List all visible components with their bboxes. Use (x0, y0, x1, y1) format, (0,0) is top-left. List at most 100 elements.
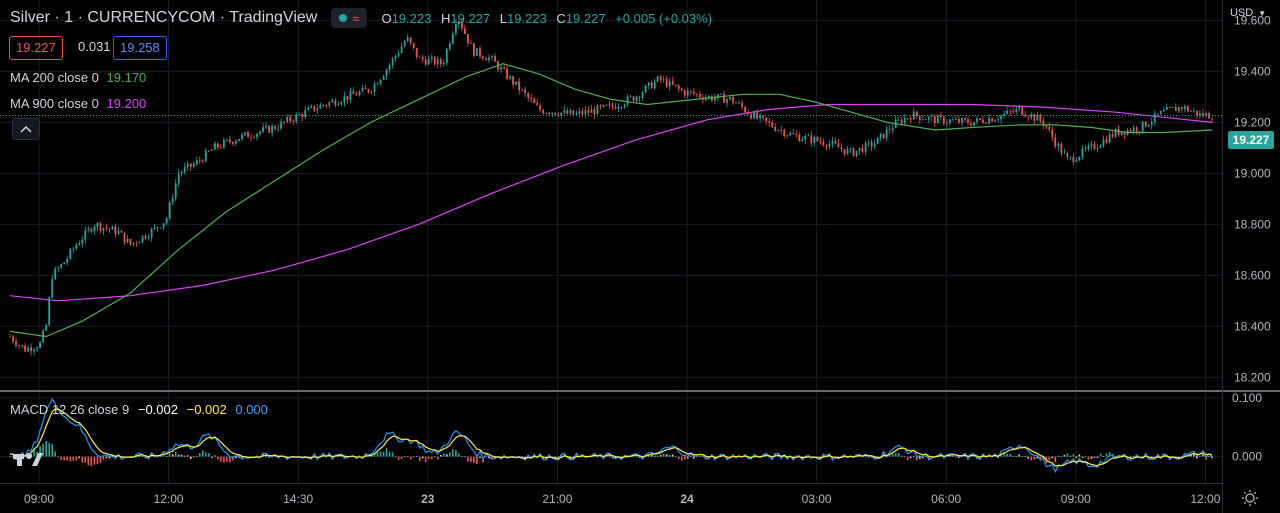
candle-body (674, 84, 677, 86)
chart-settings-button[interactable] (1241, 489, 1259, 507)
candle-body (943, 117, 945, 124)
candle-body (51, 278, 54, 298)
candle-body (250, 137, 252, 139)
candle-body (891, 127, 894, 130)
macd-hist-bar (431, 456, 433, 460)
chevron-up-icon (20, 125, 32, 133)
sell-price-button[interactable]: 19.227 (9, 36, 63, 60)
currency-selector[interactable]: USD ▼ (1230, 7, 1266, 19)
macd-hist-bar (777, 455, 779, 457)
candle-body (295, 114, 298, 122)
macd-hist-bar (391, 452, 394, 457)
candle-body (1111, 134, 1114, 137)
currency-label: USD (1230, 7, 1254, 19)
macd-hist-bar (1129, 456, 1132, 459)
candle-body (162, 223, 165, 228)
ma900-line (9, 103, 1213, 302)
macd-hist-bar (1024, 456, 1026, 457)
candle-body (659, 76, 662, 80)
macd-hist-bar (180, 454, 183, 457)
candle-body (183, 167, 186, 173)
candle-body (334, 100, 337, 106)
macd-hist-bar (650, 455, 653, 457)
collapse-legend-button[interactable] (12, 118, 40, 140)
candle-body (1051, 129, 1054, 138)
macd-legend[interactable]: MACD 12 26 close 9 −0.002 −0.002 0.000 (10, 402, 268, 417)
macd-hist-bar (120, 456, 123, 459)
macd-hist-bar (443, 453, 445, 457)
macd-hist-bar (458, 453, 460, 457)
time-tick-label: 23 (421, 492, 435, 506)
candle-body (765, 117, 767, 122)
buy-price-button[interactable]: 19.258 (113, 36, 167, 60)
macd-hist-bar (771, 456, 773, 460)
macd-hist-bar (732, 454, 734, 457)
candle-body (653, 81, 656, 89)
candle-body (1045, 124, 1048, 127)
candle-body (997, 119, 999, 121)
macd-hist-bar (488, 456, 490, 459)
candle-body (331, 100, 334, 103)
macd-hist-bar (479, 456, 481, 458)
macd-hist-bar (1075, 456, 1078, 459)
candle-body (614, 106, 617, 109)
candle-body (955, 118, 957, 120)
candle-body (967, 119, 969, 124)
candle-body (244, 132, 246, 135)
candle-body (750, 114, 752, 119)
macd-hist-bar (66, 456, 68, 461)
ohlc-open-value: 19.223 (391, 10, 432, 26)
candle-body (117, 230, 120, 235)
macd-hist-bar (662, 453, 665, 457)
candle-body (500, 67, 502, 70)
macd-hist-bar (903, 456, 906, 458)
candle-body (1199, 113, 1201, 116)
candle-body (1138, 131, 1141, 132)
macd-hist-bar (909, 456, 912, 459)
candle-body (539, 105, 542, 111)
candle-body (810, 135, 813, 143)
candle-body (204, 150, 207, 162)
ma900-legend[interactable]: MA 900 close 0 19.200 (10, 96, 146, 111)
candle-body (361, 87, 364, 92)
macd-hist-bar (108, 456, 111, 459)
candle-body (1108, 134, 1111, 143)
candle-body (1033, 114, 1036, 121)
macd-hist-bar (922, 456, 924, 459)
candle-body (144, 235, 147, 239)
candle-body (747, 112, 749, 115)
ma200-legend[interactable]: MA 200 close 0 19.170 (10, 70, 146, 85)
macd-hist-bar (925, 455, 927, 457)
symbol-title[interactable]: Silver · 1 · CURRENCYCOM · TradingView (10, 9, 318, 26)
macd-hist-bar (1178, 456, 1180, 458)
macd-hist-bar (1072, 454, 1075, 457)
market-status-pill[interactable]: ≈ (331, 8, 368, 28)
macd-hist-bar (1057, 455, 1060, 457)
tradingview-logo[interactable] (12, 448, 46, 470)
macd-hist-bar (467, 456, 469, 462)
candle-body (210, 149, 213, 151)
candle-body (1078, 156, 1081, 161)
candle-body (828, 143, 831, 147)
macd-hist-bar (446, 454, 448, 457)
ohlc-open-key: O (381, 10, 392, 26)
candle-body (668, 80, 671, 87)
candle-body (973, 122, 975, 126)
candle-body (780, 130, 783, 131)
candle-body (189, 163, 192, 167)
candle-body (1084, 148, 1087, 150)
candle-body (509, 76, 511, 79)
candle-body (442, 63, 445, 65)
candle-body (470, 43, 472, 44)
macd-hist-bar (310, 456, 313, 458)
macd-hist-bar (274, 455, 276, 457)
candle-body (352, 91, 355, 94)
candle-body (774, 127, 777, 131)
macd-hist-bar (693, 456, 695, 459)
candle-body (1006, 110, 1008, 114)
candle-body (524, 89, 526, 94)
candle-body (141, 235, 144, 242)
candle-body (581, 111, 584, 115)
candle-body (566, 110, 569, 114)
